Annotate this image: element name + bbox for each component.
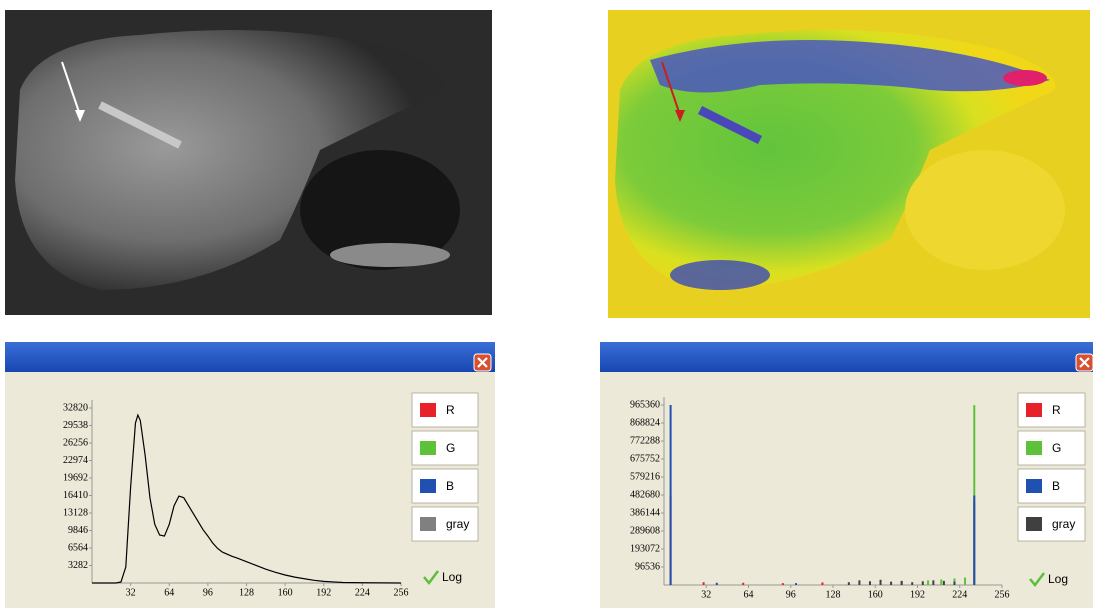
y-tick-label: 9846: [68, 525, 88, 536]
y-tick-label: 772288: [630, 435, 660, 446]
x-tick-label: 32: [126, 587, 136, 598]
x-tick-label: 128: [239, 587, 254, 598]
y-tick-label: 19692: [63, 472, 88, 483]
x-tick-label: 160: [868, 589, 883, 600]
x-tick-label: 256: [995, 589, 1010, 600]
y-tick-label: 193072: [630, 543, 660, 554]
y-tick-label: 26256: [63, 437, 88, 448]
y-tick-label: 32820: [63, 402, 88, 413]
legend-swatch: [420, 403, 436, 417]
x-tick-label: 160: [278, 587, 293, 598]
close-button[interactable]: [1076, 354, 1093, 371]
x-tick-label: 192: [316, 587, 331, 598]
legend-swatch: [420, 441, 436, 455]
y-tick-label: 675752: [630, 453, 660, 464]
legend-label: R: [1052, 403, 1061, 417]
x-tick-label: 256: [394, 587, 409, 598]
legend-swatch: [1026, 479, 1042, 493]
close-button[interactable]: [474, 354, 491, 371]
x-tick-label: 224: [952, 589, 967, 600]
x-tick-label: 64: [744, 589, 754, 600]
color-map-image: [608, 10, 1090, 318]
legend-swatch: [1026, 441, 1042, 455]
legend-label: B: [446, 479, 454, 493]
x-tick-label: 192: [910, 589, 925, 600]
legend-label: gray: [1052, 517, 1075, 531]
y-tick-label: 13128: [63, 507, 88, 518]
y-tick-label: 16410: [63, 490, 88, 501]
legend-button[interactable]: G: [412, 431, 478, 465]
x-tick-label: 96: [203, 587, 213, 598]
legend-label: G: [446, 441, 455, 455]
legend-button[interactable]: R: [412, 393, 478, 427]
legend-button[interactable]: gray: [412, 507, 478, 541]
legend-label: gray: [446, 517, 469, 531]
legend-swatch: [1026, 403, 1042, 417]
legend-swatch: [420, 517, 436, 531]
log-label: Log: [442, 570, 462, 584]
y-tick-label: 3282: [68, 560, 88, 571]
legend-button[interactable]: gray: [1018, 507, 1085, 541]
x-tick-label: 64: [164, 587, 174, 598]
x-tick-label: 224: [355, 587, 370, 598]
y-tick-label: 482680: [630, 489, 660, 500]
y-tick-label: 579216: [630, 471, 660, 482]
x-tick-label: 32: [701, 589, 711, 600]
legend-label: R: [446, 403, 455, 417]
mri-image: [5, 10, 492, 315]
y-tick-label: 868824: [630, 417, 660, 428]
y-tick-label: 386144: [630, 507, 660, 518]
legend-button[interactable]: G: [1018, 431, 1085, 465]
legend-swatch: [1026, 517, 1042, 531]
y-tick-label: 6564: [68, 542, 88, 553]
legend-label: G: [1052, 441, 1061, 455]
legend-button[interactable]: B: [412, 469, 478, 503]
x-tick-label: 128: [826, 589, 841, 600]
legend-label: B: [1052, 479, 1060, 493]
y-tick-label: 96536: [635, 561, 660, 572]
legend-swatch: [420, 479, 436, 493]
screenshot: 3282 6564 9846 13128 16410 19692 22974 26256 295…: [0, 0, 1093, 608]
y-tick-label: 22974: [63, 455, 88, 466]
legend-button[interactable]: B: [1018, 469, 1085, 503]
y-tick-label: 29538: [63, 420, 88, 431]
legend-button[interactable]: R: [1018, 393, 1085, 427]
x-tick-label: 96: [786, 589, 796, 600]
log-label: Log: [1048, 572, 1068, 586]
y-tick-label: 965360: [630, 399, 660, 410]
y-tick-label: 289608: [630, 525, 660, 536]
